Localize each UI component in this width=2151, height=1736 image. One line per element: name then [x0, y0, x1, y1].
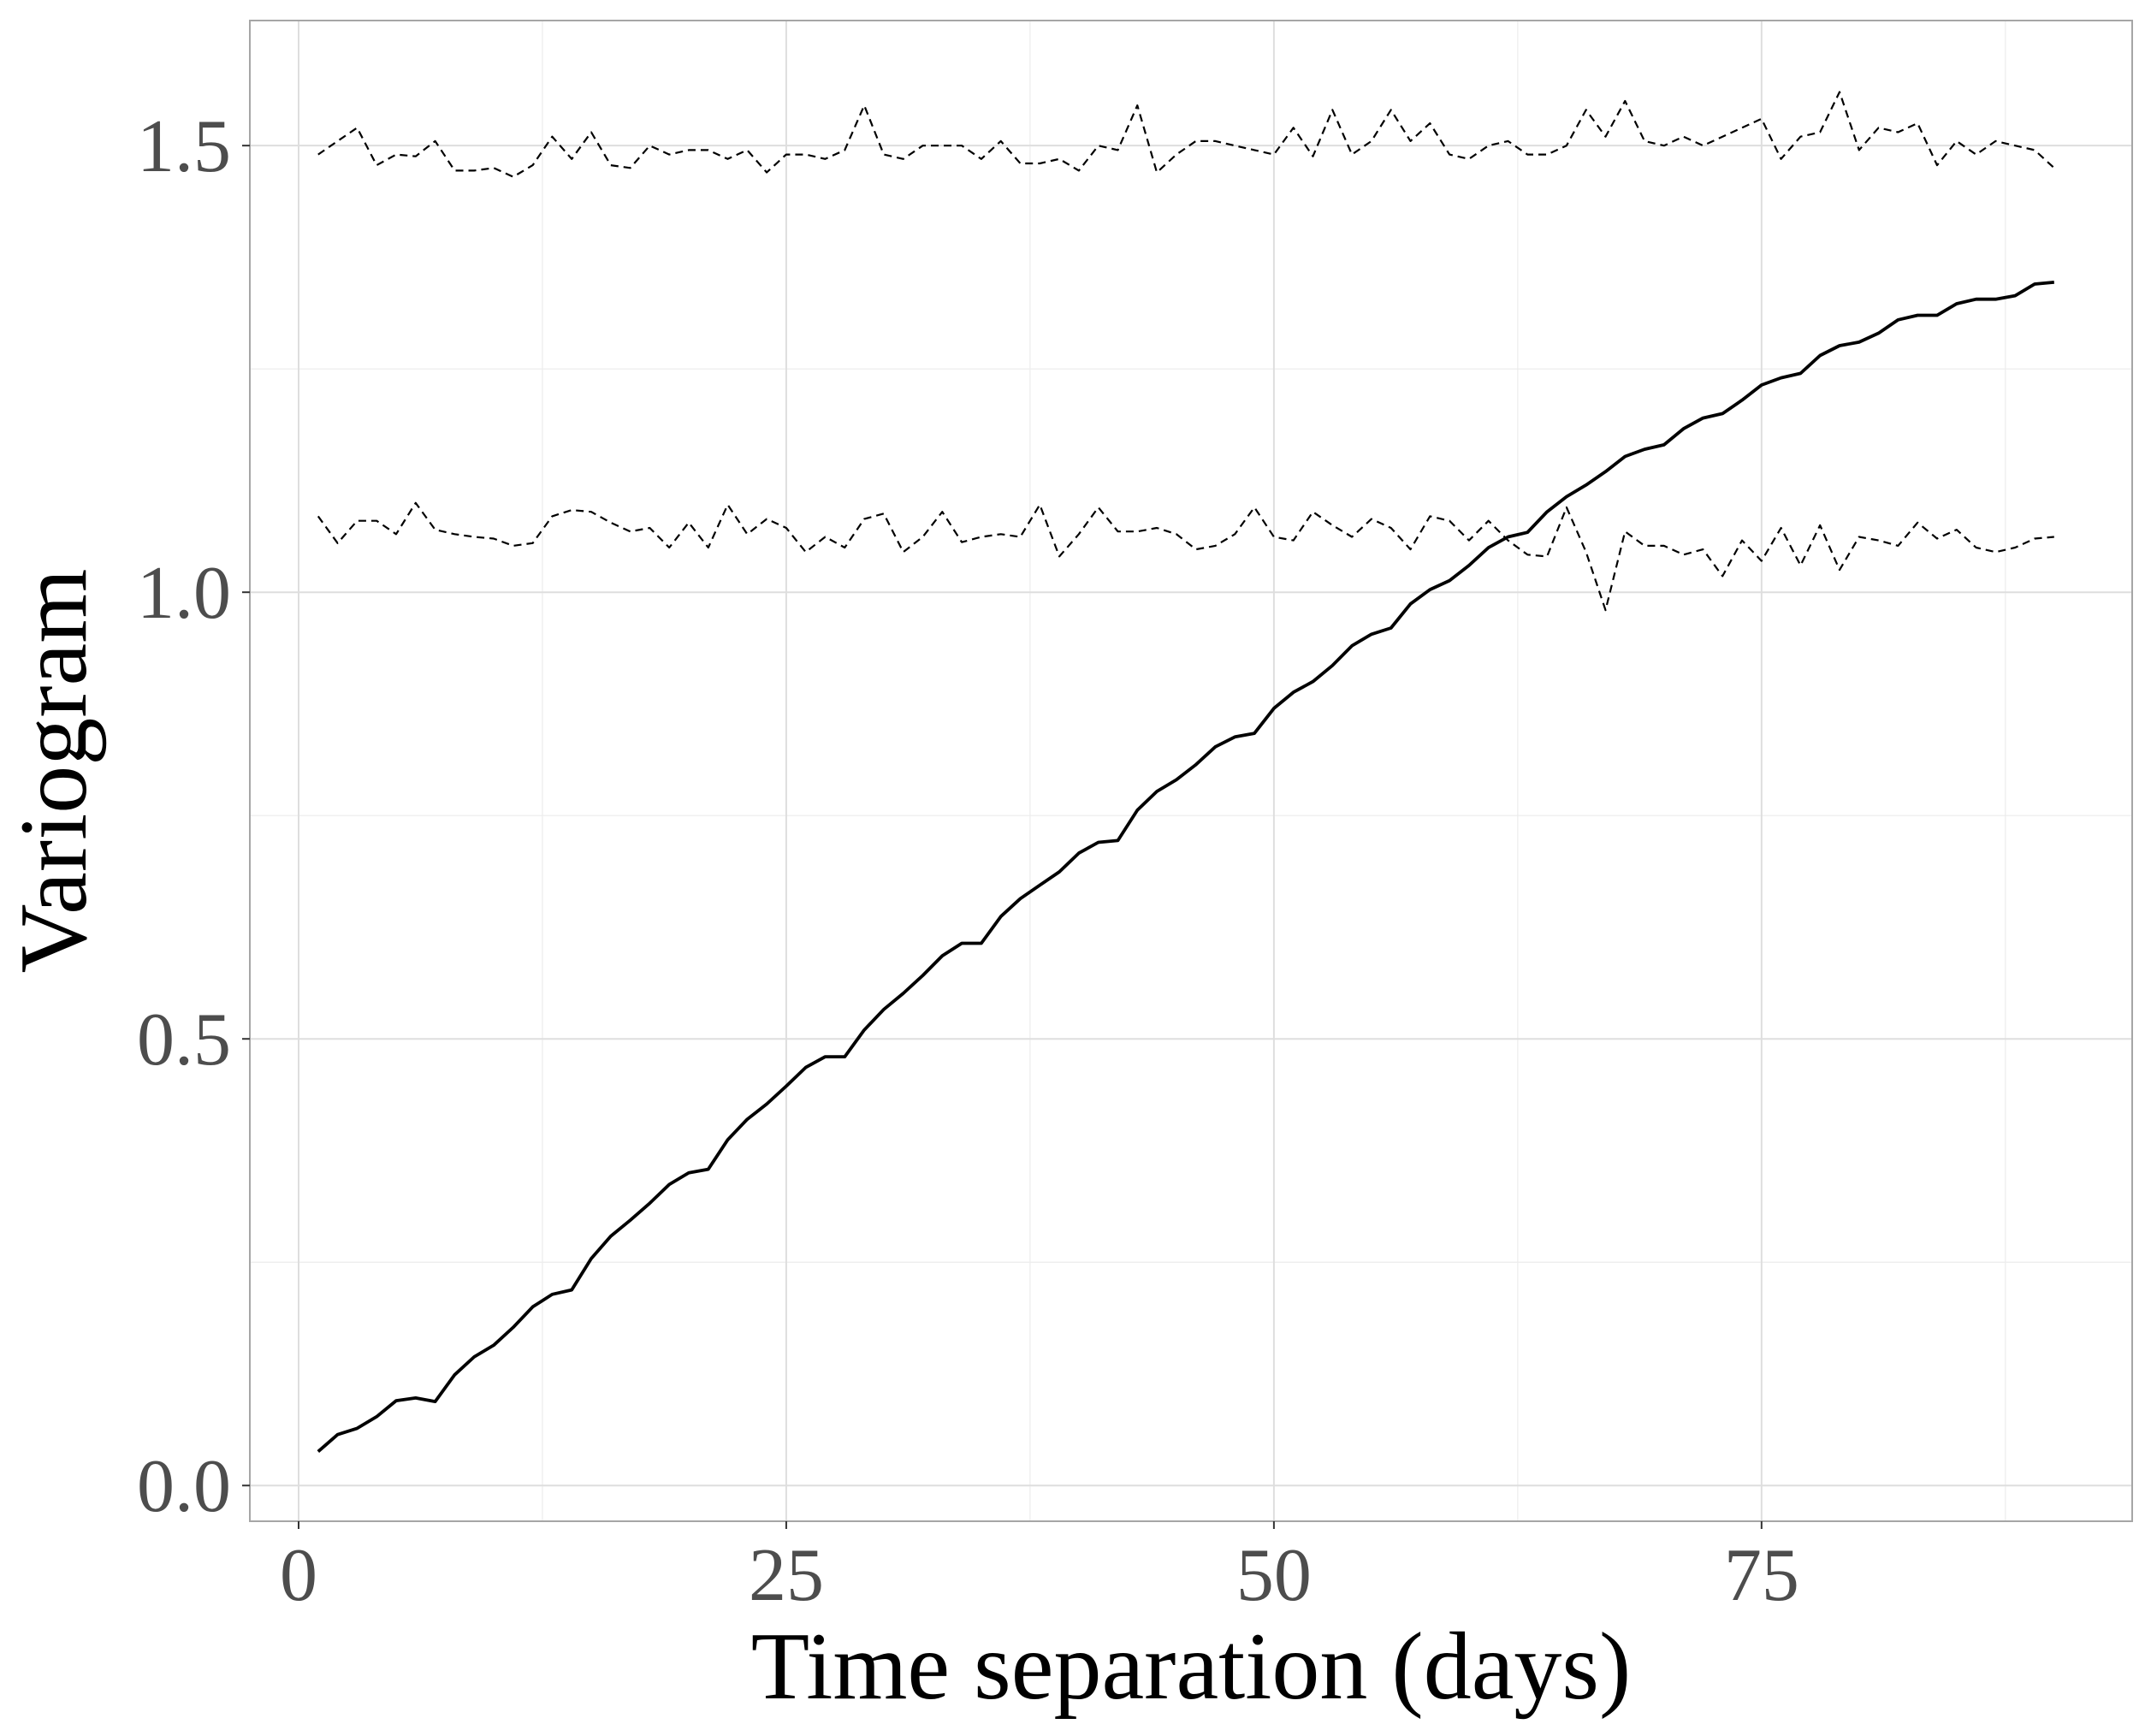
panel-border [249, 20, 2133, 1522]
envelope-line-1 [317, 91, 2055, 178]
x-tick-label: 50 [1236, 1534, 1312, 1617]
x-tick-label: 25 [749, 1534, 824, 1617]
y-tick-label: 0.5 [137, 998, 231, 1081]
envelope-line-2 [317, 501, 2054, 612]
y-axis-ticks: 0.0 0.5 1.0 1.5 [137, 105, 250, 1528]
y-tick-label: 1.5 [137, 105, 231, 188]
x-tick-label: 75 [1724, 1534, 1799, 1617]
series-lines [317, 91, 2055, 1454]
grid [250, 21, 2132, 1521]
y-tick-label: 1.0 [137, 552, 231, 635]
y-tick-label: 0.0 [137, 1445, 231, 1528]
x-axis-ticks: 0 25 50 75 [280, 1521, 1799, 1617]
y-axis-title: Variogram [1, 569, 107, 974]
variogram-line [317, 281, 2054, 1454]
x-tick-label: 0 [280, 1534, 317, 1617]
x-axis-title: Time separation (days) [751, 1614, 1632, 1720]
